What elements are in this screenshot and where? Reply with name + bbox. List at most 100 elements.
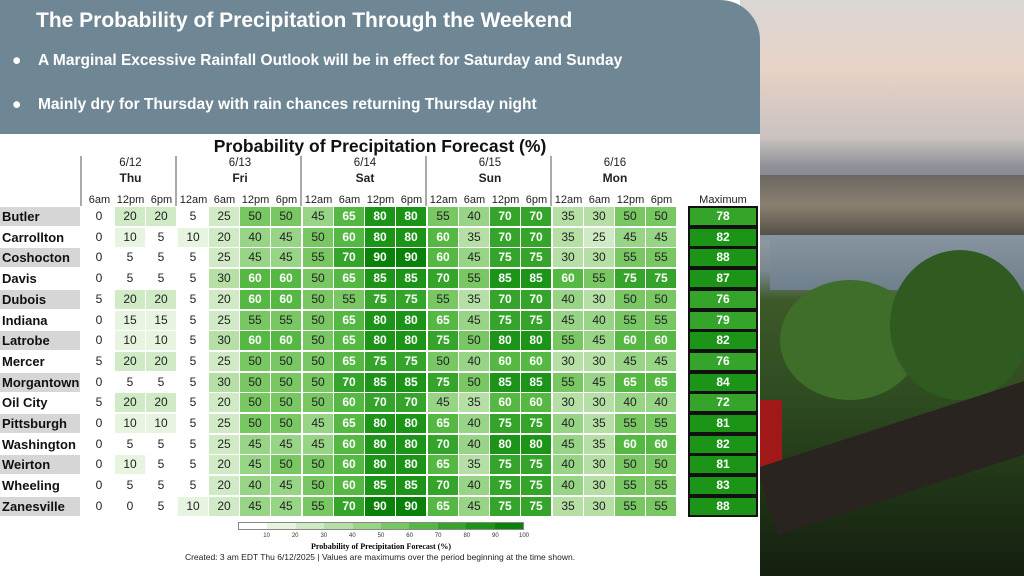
- time-label: 12pm: [241, 194, 270, 206]
- pop-cell: 55: [303, 496, 333, 516]
- time-label: 12am: [554, 194, 583, 206]
- pop-cell: 10: [115, 331, 145, 351]
- pop-cell: 50: [646, 207, 676, 226]
- pop-cell: 20: [209, 496, 239, 516]
- pop-cell: 50: [303, 476, 333, 496]
- pop-cell: 25: [209, 207, 239, 226]
- maximum-cell: 81: [688, 454, 758, 476]
- pop-cell: 65: [334, 310, 364, 330]
- pop-cell: 0: [84, 310, 114, 330]
- time-label: 12am: [429, 194, 458, 206]
- pop-table-panel: Probability of Precipitation Forecast (%…: [0, 134, 760, 576]
- pop-cell: 50: [271, 414, 301, 433]
- pop-cell: 80: [521, 434, 551, 454]
- legend-swatch: [466, 523, 495, 529]
- pop-cell: 55: [615, 310, 645, 330]
- pop-cell: 5: [84, 393, 114, 413]
- pop-cell: 55: [459, 269, 489, 289]
- pop-cell: 50: [240, 207, 270, 226]
- pop-cell: 45: [271, 496, 301, 516]
- maximum-value: 79: [690, 311, 756, 329]
- pop-cell: 40: [553, 476, 583, 496]
- pop-cell: 45: [271, 248, 301, 268]
- pop-cell: 10: [178, 227, 208, 247]
- date-label: 6/16: [603, 157, 627, 169]
- column-divider: [175, 156, 177, 206]
- pop-cell: 35: [553, 207, 583, 226]
- pop-cell: 60: [646, 331, 676, 351]
- time-label: 6am: [463, 194, 486, 206]
- pop-cell: 50: [615, 207, 645, 226]
- pop-cell: 55: [334, 289, 364, 309]
- pop-cell: 5: [146, 269, 176, 289]
- legend-swatch: [295, 523, 325, 529]
- legend-tick-label: 10: [263, 533, 270, 539]
- pop-cell: 35: [459, 227, 489, 247]
- chart-title: Probability of Precipitation Forecast (%…: [213, 136, 547, 156]
- legend-swatch: [239, 523, 268, 529]
- pop-cell: 60: [553, 269, 583, 289]
- pop-cell: 45: [553, 310, 583, 330]
- pop-cell: 75: [396, 351, 426, 371]
- pop-cell: 70: [490, 289, 520, 309]
- pop-cell: 60: [521, 351, 551, 371]
- pop-cell: 45: [271, 476, 301, 496]
- pop-cell: 55: [553, 331, 583, 351]
- pop-cell: 20: [115, 289, 145, 309]
- pop-cell: 45: [459, 310, 489, 330]
- maximum-value: 82: [690, 228, 756, 246]
- pop-cell: 50: [240, 393, 270, 413]
- pop-cell: 45: [240, 496, 270, 516]
- pop-cell: 50: [303, 269, 333, 289]
- maximum-value: 81: [690, 415, 756, 432]
- date-label: 6/15: [478, 157, 502, 169]
- pop-cell: 35: [553, 496, 583, 516]
- maximum-cell: 82: [688, 433, 758, 455]
- pop-cell: 65: [615, 372, 645, 392]
- weekday-label: Thu: [119, 171, 142, 185]
- pop-cell: 55: [646, 310, 676, 330]
- pop-cell: 80: [396, 455, 426, 475]
- pop-cell: 80: [396, 310, 426, 330]
- pop-cell: 5: [115, 248, 145, 268]
- pop-cell: 75: [521, 496, 551, 516]
- legend-swatch: [437, 523, 467, 529]
- pop-cell: 70: [428, 269, 458, 289]
- pop-cell: 65: [334, 207, 364, 226]
- bullet-icon: ●: [12, 52, 22, 69]
- pop-cell: 10: [115, 227, 145, 247]
- pop-cell: 50: [271, 393, 301, 413]
- pop-cell: 45: [303, 414, 333, 433]
- pop-cell: 45: [240, 434, 270, 454]
- pop-cell: 70: [334, 248, 364, 268]
- pop-cell: 25: [209, 414, 239, 433]
- day-header: 6/16 Mon: [553, 156, 677, 186]
- incline-car: [760, 400, 782, 470]
- date-label: 6/12: [119, 157, 142, 169]
- date-label: 6/14: [353, 157, 377, 169]
- day-header: 6/15 Sun: [428, 156, 552, 186]
- maximum-cell: 76: [688, 288, 758, 310]
- pop-cell: 45: [240, 248, 270, 268]
- pop-cell: 65: [428, 310, 458, 330]
- pop-cell: 80: [365, 455, 395, 475]
- pop-cell: 30: [553, 248, 583, 268]
- maximum-cell: 83: [688, 475, 758, 497]
- legend-tick-label: 50: [377, 533, 385, 539]
- pop-cell: 90: [365, 248, 395, 268]
- pop-cell: 50: [615, 455, 645, 475]
- pop-cell: 10: [178, 496, 208, 516]
- pop-cell: 0: [84, 434, 114, 454]
- weekday-label: Fri: [232, 171, 248, 185]
- pop-cell: 80: [490, 434, 520, 454]
- time-label: 6am: [213, 194, 236, 206]
- pop-cell: 5: [178, 269, 208, 289]
- pop-cell: 60: [521, 393, 551, 413]
- pop-cell: 80: [365, 414, 395, 433]
- pop-cell: 55: [240, 310, 270, 330]
- column-divider: [80, 156, 82, 206]
- pop-cell: 30: [584, 289, 614, 309]
- pop-cell: 5: [178, 476, 208, 496]
- legend-tick-label: 20: [291, 533, 299, 539]
- pop-cell: 45: [646, 351, 676, 371]
